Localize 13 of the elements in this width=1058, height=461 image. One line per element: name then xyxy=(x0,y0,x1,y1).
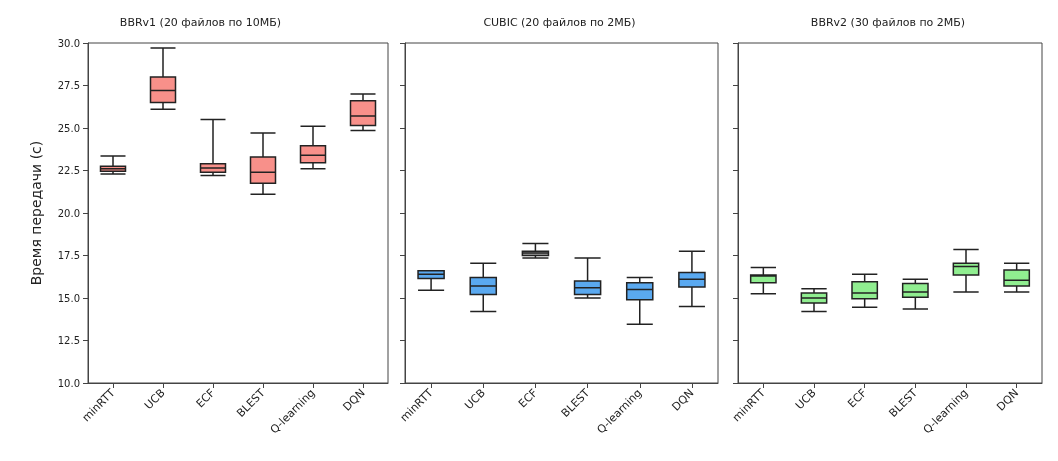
y-tick-label: 22.5 xyxy=(57,165,80,176)
y-axis-title: Время передачи (с) xyxy=(28,140,44,286)
y-tick-label: 12.5 xyxy=(57,335,80,346)
y-tick-label: 17.5 xyxy=(57,250,80,261)
y-tick-label: 27.5 xyxy=(57,80,80,91)
y-tick-label: 10.0 xyxy=(57,377,80,389)
chart-title: CUBIC (20 файлов по 2МБ) xyxy=(483,16,636,29)
y-tick-label: 30.0 xyxy=(57,37,80,49)
chart-title: BBRv2 (30 файлов по 2МБ) xyxy=(810,16,966,29)
y-tick-label: 15.0 xyxy=(57,292,80,304)
y-tick-label: 20.0 xyxy=(57,207,80,219)
y-tick-label: 25.0 xyxy=(57,122,80,134)
chart-title: BBRv1 (20 файлов по 10МБ) xyxy=(119,16,282,29)
